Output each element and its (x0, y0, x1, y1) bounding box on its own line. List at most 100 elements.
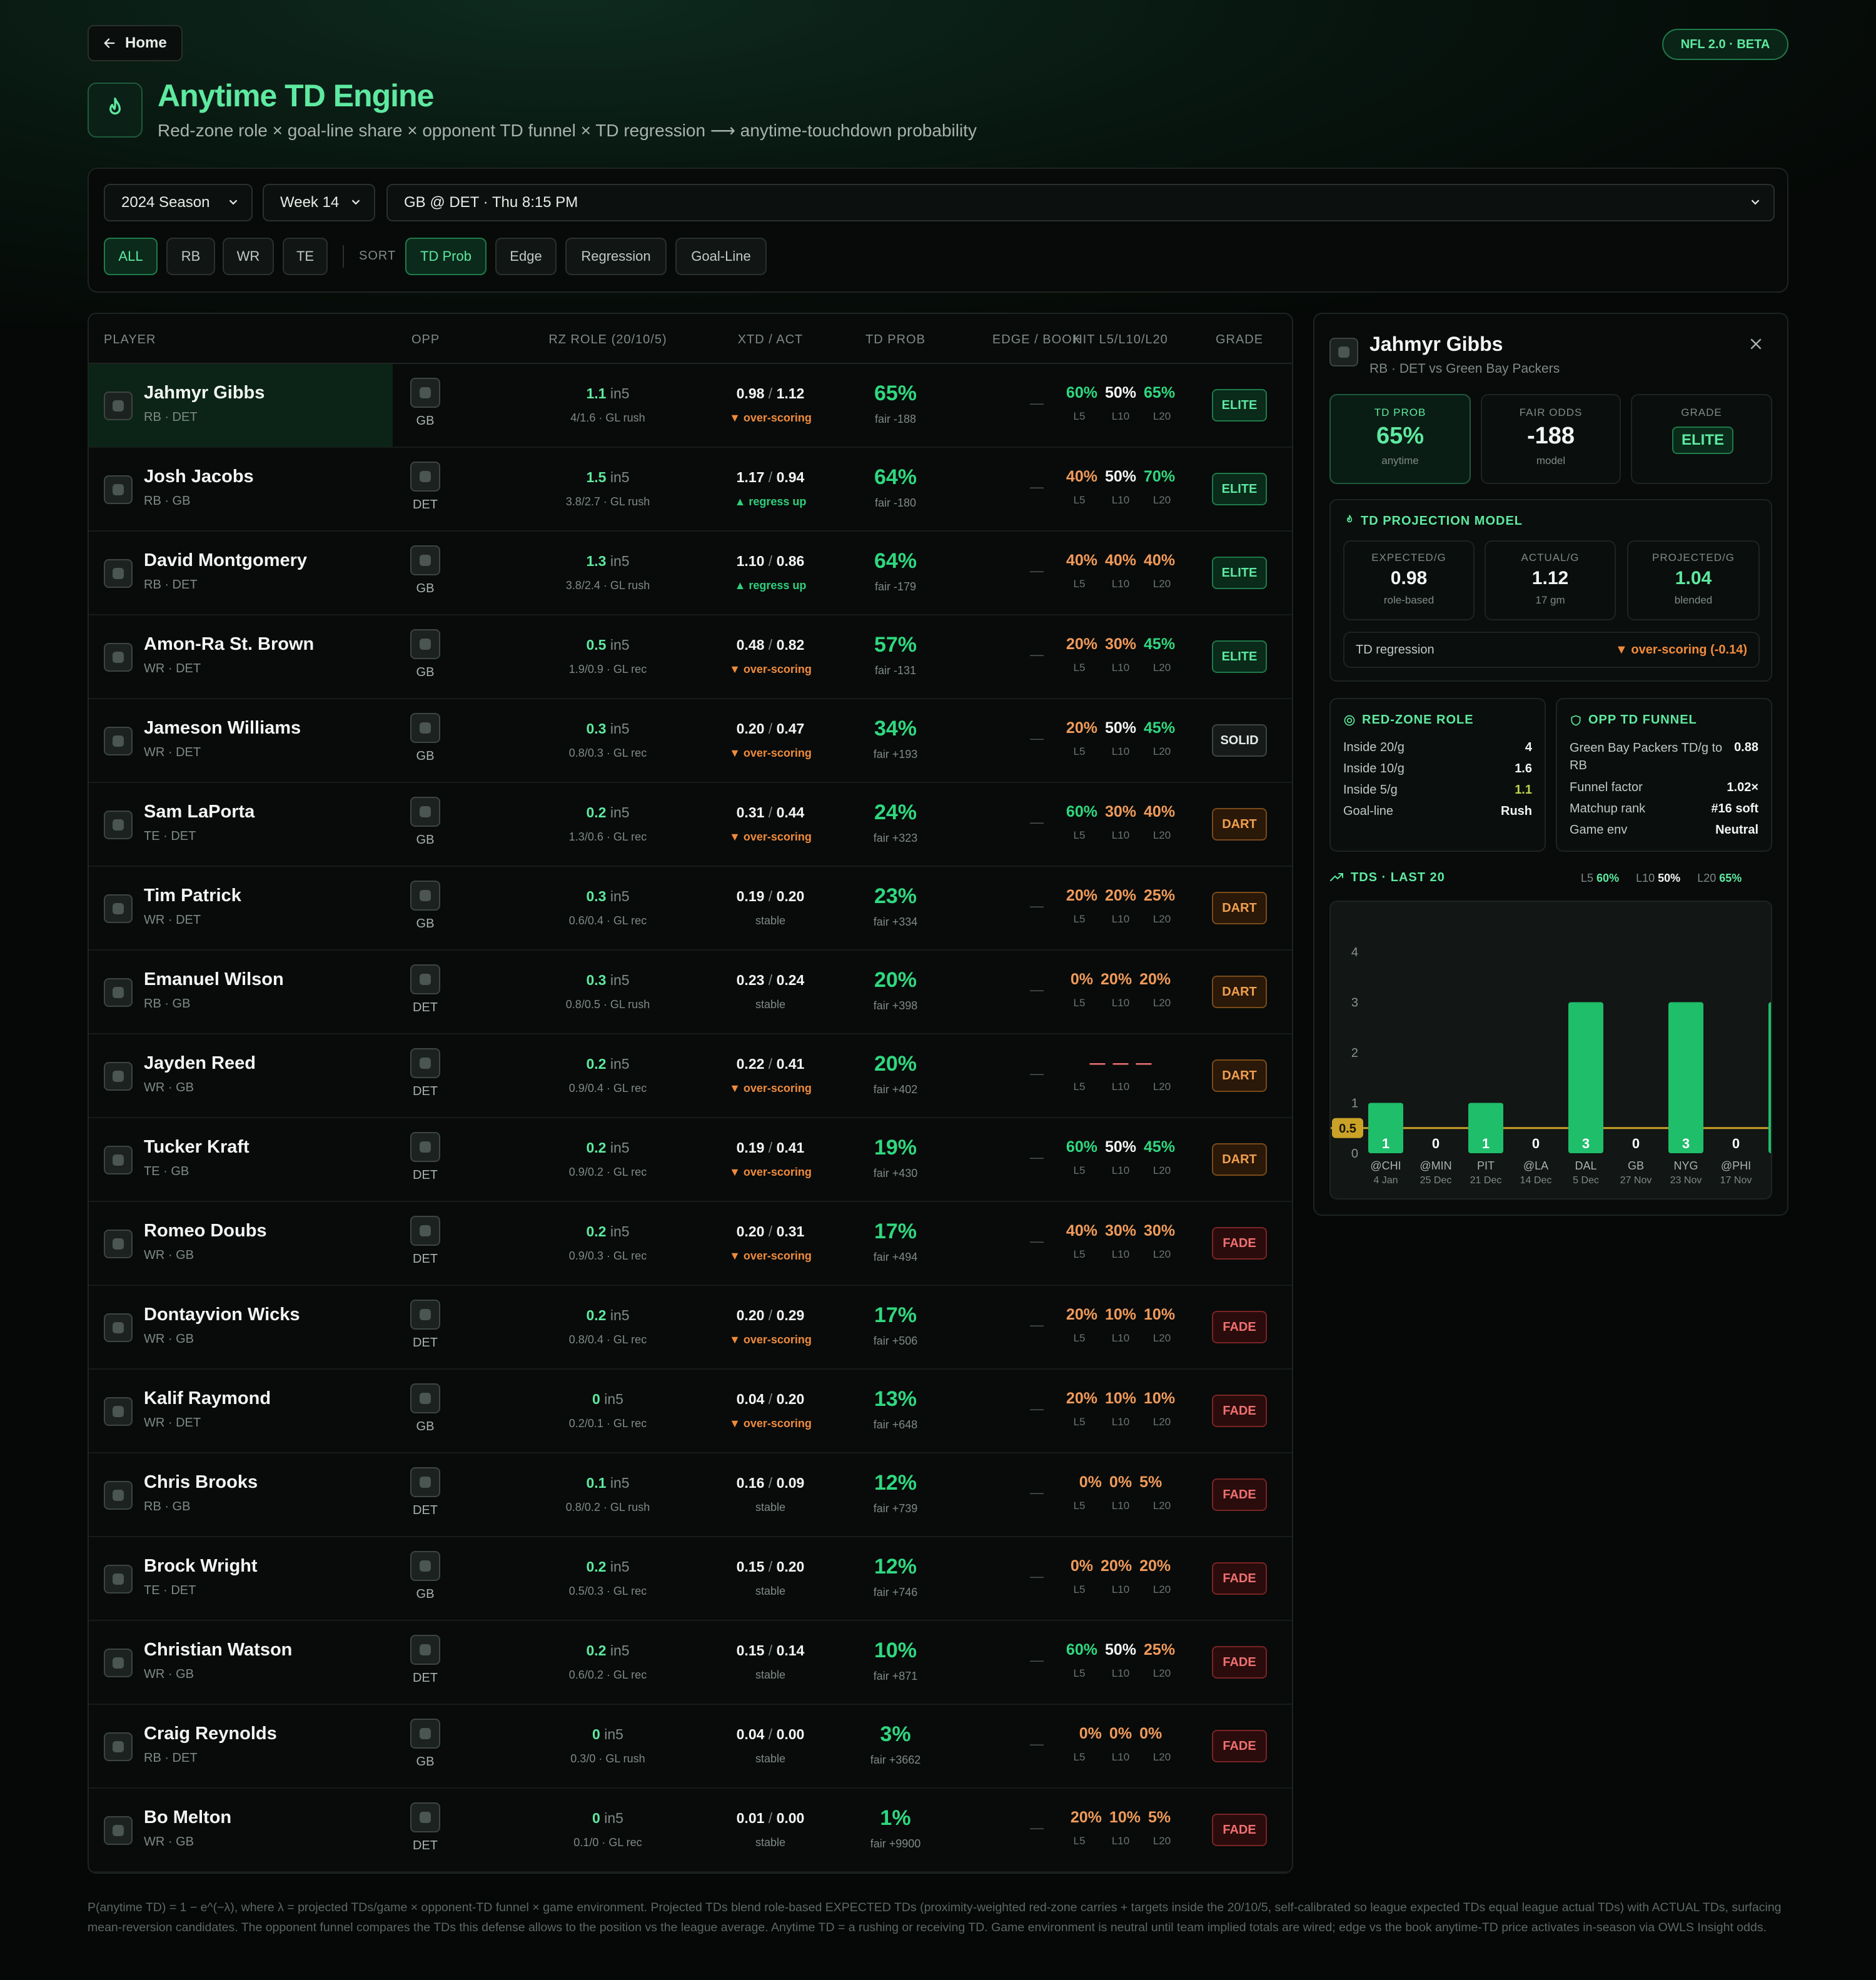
sort-goal-line[interactable]: Goal-Line (675, 238, 767, 275)
stat-value: 65% (1376, 423, 1425, 449)
rz-unit: in5 (610, 1223, 630, 1240)
rz-unit: in5 (610, 1139, 630, 1156)
hit-l10: 30% (1104, 803, 1137, 821)
filter-all[interactable]: ALL (104, 238, 158, 275)
hit-rates: 40% 30% 30% (1027, 1222, 1214, 1240)
player-meta: WR · DET (144, 662, 201, 675)
x-tick-label: GB (1628, 1159, 1644, 1172)
opp-team: GB (416, 1755, 435, 1769)
filter-wr[interactable]: WR (223, 238, 274, 275)
player-avatar (104, 1230, 133, 1258)
rz-key: Inside 10/g (1343, 762, 1404, 775)
sort-edge[interactable]: Edge (495, 238, 557, 275)
tds-bar-chart: 0 1 2 3 4 0.5 1 @CHI 4 Jan 0 @MIN 25 Dec 1 PIT 21 Dec 0… (1331, 946, 1771, 1186)
regression-trend: ▼ over-scoring (729, 663, 812, 675)
table-row[interactable]: Jameson Williams WR · DET GB 0.3 in5 0.8… (89, 699, 1292, 783)
player-cell: Sam LaPorta TE · DET (89, 783, 393, 866)
x-tick-label: @CHI (1370, 1159, 1401, 1172)
table-row[interactable]: Brock Wright TE · DET GB 0.2 in5 0.5/0.3… (89, 1537, 1292, 1621)
grade-badge: FADE (1212, 1478, 1267, 1511)
rz-unit: in5 (610, 1056, 630, 1072)
table-row[interactable]: David Montgomery RB · DET GB 1.3 in5 3.8… (89, 532, 1292, 615)
xtd-act: 0.23 / 0.24 (736, 972, 805, 988)
xtd-act: 0.15 / 0.14 (736, 1642, 805, 1659)
fair-odds: fair -179 (874, 580, 917, 593)
hit-l20: 70% (1144, 468, 1176, 485)
bar-value-label: 1 (1482, 1136, 1490, 1151)
table-row[interactable]: Bo Melton WR · GB DET 0 in5 0.1/0 · GL r… (89, 1789, 1292, 1872)
player-avatar (104, 1481, 133, 1510)
player-cell: Chris Brooks RB · GB (89, 1453, 393, 1536)
fair-odds: fair +334 (873, 916, 918, 928)
player-avatar (104, 1397, 133, 1426)
season-value: 2024 Season (121, 194, 210, 211)
edge-book: — (1030, 1149, 1044, 1165)
game-select[interactable]: GB @ DET · Thu 8:15 PM (386, 184, 1775, 221)
hit-l20: 45% (1144, 1138, 1176, 1156)
sort-regression[interactable]: Regression (565, 238, 667, 275)
table-row[interactable]: Josh Jacobs RB · GB DET 1.5 in5 3.8/2.7 … (89, 448, 1292, 532)
funnel-value: Neutral (1715, 823, 1758, 837)
act-value: 0.29 (776, 1307, 805, 1323)
x-tick-date: 4 Jan (1373, 1175, 1398, 1186)
hit-l10: 50% (1104, 1641, 1137, 1659)
table-row[interactable]: Craig Reynolds RB · DET GB 0 in5 0.3/0 ·… (89, 1705, 1292, 1789)
rz-detail: 0.8/0.4 · GL rec (568, 1333, 647, 1346)
table-row[interactable]: Tim Patrick WR · DET GB 0.3 in5 0.6/0.4 … (89, 867, 1292, 951)
xtd-act: 0.15 / 0.20 (736, 1558, 805, 1575)
table-row[interactable]: Chris Brooks RB · GB DET 0.1 in5 0.8/0.2… (89, 1453, 1292, 1537)
home-button[interactable]: Home (88, 25, 183, 61)
sort-td-prob[interactable]: TD Prob (405, 238, 487, 275)
player-meta: TE · DET (144, 829, 196, 843)
table-row[interactable]: Romeo Doubs WR · GB DET 0.2 in5 0.9/0.3 … (89, 1202, 1292, 1286)
table-row[interactable]: Christian Watson WR · GB DET 0.2 in5 0.6… (89, 1621, 1292, 1705)
table-row[interactable]: Jahmyr Gibbs RB · DET GB 1.1 in5 4/1.6 ·… (89, 364, 1292, 448)
hit-labels: L5 L10 L20 (1027, 1667, 1214, 1680)
opp-team: DET (413, 1336, 438, 1350)
opp-logo (410, 1048, 440, 1078)
rz-role: 0.5 in5 (502, 637, 714, 654)
hit-rates: 60% 30% 40% (1027, 803, 1214, 821)
table-row[interactable]: Sam LaPorta TE · DET GB 0.2 in5 1.3/0.6 … (89, 783, 1292, 867)
rz-role: 0.3 in5 (502, 972, 714, 989)
xtd-act: 0.01 / 0.00 (736, 1810, 805, 1826)
rz-value: 4 (1525, 740, 1532, 754)
opp-team: GB (416, 749, 435, 763)
week-select[interactable]: Week 14 (263, 184, 375, 221)
hit-label: L10 (1111, 829, 1130, 841)
rz-value: 0.2 (586, 1139, 607, 1156)
funnel-key: Green Bay Packers TD/g to RB (1570, 741, 1723, 772)
act-value: 1.12 (776, 385, 805, 402)
x-tick-date: 5 Dec (1573, 1175, 1599, 1186)
table-row[interactable]: Amon-Ra St. Brown WR · DET GB 0.5 in5 1.… (89, 615, 1292, 699)
hit-rates: 0% 0% 5% (1027, 1473, 1214, 1492)
player-cell: Tucker Kraft TE · GB (89, 1118, 393, 1201)
table-row[interactable]: Jayden Reed WR · GB DET 0.2 in5 0.9/0.4 … (89, 1034, 1292, 1118)
table-row[interactable]: Emanuel Wilson RB · GB DET 0.3 in5 0.8/0… (89, 951, 1292, 1034)
grade-badge: DART (1212, 1059, 1267, 1092)
player-cell: David Montgomery RB · DET (89, 532, 393, 614)
model-value: 1.12 (1531, 568, 1569, 588)
grade-badge: DART (1212, 808, 1267, 841)
filter-te[interactable]: TE (283, 238, 328, 275)
season-select[interactable]: 2024 Season (104, 184, 253, 221)
splits-row: L5 60% L10 50% L20 65% (1581, 872, 1742, 885)
xtd-act: 1.10 / 0.86 (736, 553, 805, 569)
grade-badge: ELITE (1672, 427, 1733, 454)
table-row[interactable]: Dontayvion Wicks WR · GB DET 0.2 in5 0.8… (89, 1286, 1292, 1370)
table-row[interactable]: Tucker Kraft TE · GB DET 0.2 in5 0.9/0.2… (89, 1118, 1292, 1202)
hit-labels: L5 L10 L20 (1027, 662, 1214, 674)
opp-logo (410, 545, 440, 575)
td-prob: 12% (874, 1471, 917, 1495)
close-icon[interactable] (1747, 335, 1765, 353)
opp-team: GB (416, 833, 435, 847)
filter-rb[interactable]: RB (166, 238, 215, 275)
grade-badge: FADE (1212, 1730, 1267, 1762)
rz-value: Rush (1501, 804, 1532, 818)
table-row[interactable]: Kalif Raymond WR · DET GB 0 in5 0.2/0.1 … (89, 1370, 1292, 1453)
rz-role: 0.2 in5 (502, 1558, 714, 1575)
act-value: 0.20 (776, 888, 805, 904)
fair-odds: fair +398 (873, 999, 918, 1012)
player-cell: Bo Melton WR · GB (89, 1789, 393, 1871)
xtd-act: 0.04 / 0.00 (736, 1726, 805, 1742)
